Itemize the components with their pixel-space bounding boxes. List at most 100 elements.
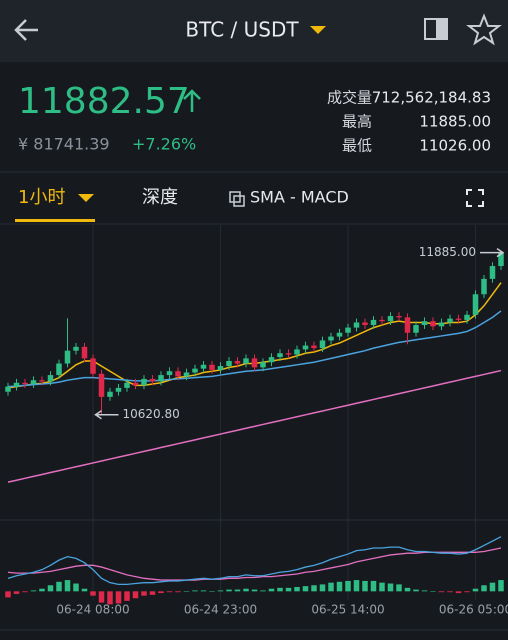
macd-histogram: [430, 591, 436, 592]
macd-histogram: [404, 587, 411, 592]
macd-histogram: [183, 591, 190, 592]
candle-body: [251, 358, 258, 368]
macd-histogram: [336, 581, 343, 592]
macd-histogram: [149, 591, 156, 595]
moving-average: [7, 369, 502, 483]
candle-body: [183, 372, 190, 377]
macd-histogram: [217, 590, 224, 592]
pair-title[interactable]: BTC / USDT: [185, 18, 299, 42]
macd-histogram: [124, 591, 130, 601]
macd-histogram: [192, 590, 198, 592]
candle-body: [13, 382, 20, 387]
macd-histogram: [260, 590, 266, 592]
candle-body: [413, 325, 419, 333]
candle-body: [379, 319, 385, 322]
back-button[interactable]: [14, 19, 38, 41]
candle-body: [30, 380, 37, 385]
depth-tab[interactable]: 深度: [142, 187, 178, 208]
candle-body: [353, 322, 360, 328]
change-percent: +7.26%: [132, 135, 196, 154]
candle-body: [404, 317, 411, 333]
macd-histogram: [362, 580, 368, 592]
annotation-arrow: [94, 410, 119, 420]
macd-histogram: [166, 591, 173, 593]
candle-body: [319, 340, 326, 349]
macd-histogram: [30, 590, 37, 592]
pair-dropdown[interactable]: [310, 26, 326, 34]
candle-body: [311, 345, 317, 349]
candle-body: [328, 336, 334, 341]
x-tick-label: 06-26 05:00: [439, 603, 508, 617]
candle-body: [209, 364, 215, 370]
macd-histogram: [481, 585, 487, 592]
macd-histogram: [175, 591, 181, 593]
macd-histogram: [302, 586, 309, 592]
candle-body: [345, 327, 351, 333]
macd-histogram: [22, 591, 28, 593]
candle-body: [294, 349, 300, 355]
candle-body: [362, 322, 368, 326]
candle-body: [47, 375, 54, 382]
candle-body: [438, 322, 445, 327]
candle-body: [115, 387, 122, 392]
price-annotation: 10620.80: [123, 407, 180, 421]
candle-body: [370, 319, 377, 326]
candle-body: [336, 332, 343, 337]
candle-body: [124, 382, 130, 388]
interval-tab[interactable]: 1小时: [18, 187, 65, 208]
compare-button[interactable]: [424, 18, 448, 40]
macd-histogram: [464, 591, 470, 593]
candle-body: [132, 382, 139, 386]
macd-histogram: [226, 589, 232, 592]
candle-body: [39, 380, 45, 382]
top-bar: [0, 0, 508, 62]
candle-body: [217, 366, 224, 370]
macd-histogram: [56, 581, 62, 592]
macd-histogram: [438, 591, 445, 593]
x-tick-label: 06-24 08:00: [56, 603, 129, 617]
candle-body: [234, 360, 241, 364]
candle-body: [200, 364, 207, 369]
macd-histogram: [251, 589, 258, 592]
macd-histogram: [90, 591, 96, 596]
candle-body: [243, 358, 249, 364]
macd-histogram: [285, 587, 292, 592]
candle-body: [149, 378, 156, 382]
indicator-tab[interactable]: SMA - MACD: [250, 188, 349, 207]
macd-histogram: [277, 587, 283, 592]
fullscreen-button[interactable]: [466, 189, 484, 207]
favorite-button[interactable]: [466, 13, 502, 46]
stat-value: 712,562,184.83: [372, 89, 491, 107]
macd-histogram: [345, 580, 351, 592]
macd-histogram: [319, 584, 326, 592]
macd-histogram: [379, 582, 385, 592]
up-arrow: [183, 89, 201, 112]
macd-histogram: [396, 584, 402, 592]
candle-body: [64, 350, 71, 364]
candle-body: [90, 358, 96, 374]
last-price: 11882.57: [18, 81, 190, 122]
macd-histogram: [328, 582, 334, 592]
macd-histogram: [421, 590, 428, 592]
candle-body: [175, 371, 181, 377]
candle-body: [166, 371, 173, 376]
candle-body: [498, 252, 504, 267]
macd-histogram: [209, 591, 215, 592]
candle-body: [141, 378, 147, 386]
candle-body: [481, 278, 487, 295]
macd-dea: [7, 547, 502, 581]
candle-body: [268, 357, 275, 363]
interval-dropdown[interactable]: [78, 194, 94, 202]
stat-label: 最低: [342, 137, 372, 155]
candle-body: [455, 318, 462, 320]
indicator-icon[interactable]: [229, 191, 245, 207]
x-tick-label: 06-24 23:00: [184, 603, 257, 617]
candle-body: [489, 266, 496, 279]
macd-histogram: [268, 588, 275, 592]
candle-body: [158, 375, 164, 382]
macd-histogram: [370, 580, 377, 592]
candle-body: [226, 360, 232, 367]
macd-histogram: [200, 590, 207, 592]
